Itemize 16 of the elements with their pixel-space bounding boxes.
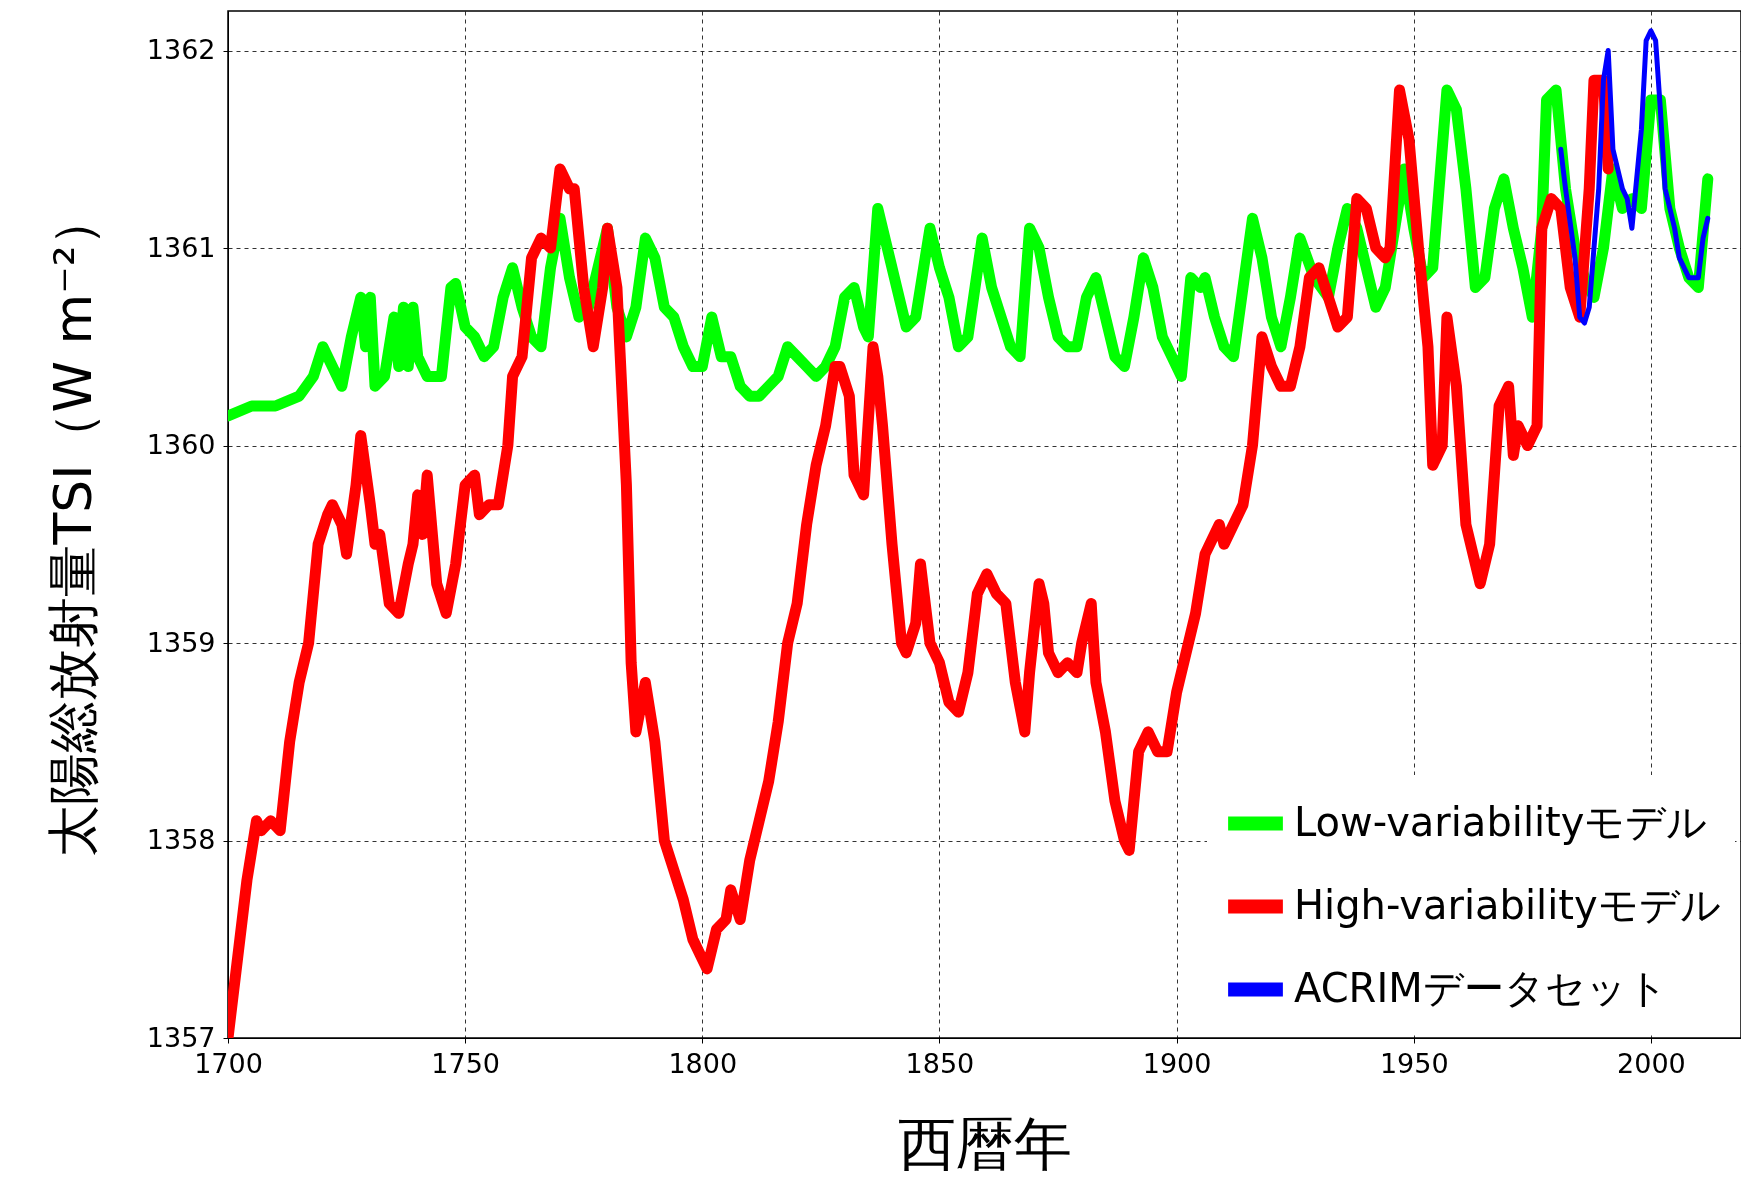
x-tick-label: 1750	[431, 1047, 501, 1079]
legend-label: Low-variabilityモデル	[1294, 798, 1708, 845]
y-tick-label: 1358	[146, 824, 216, 855]
y-tick-label: 1362	[146, 34, 216, 65]
x-axis-title: 西暦年	[898, 1109, 1072, 1178]
x-tick-label: 1950	[1379, 1047, 1449, 1079]
y-axis-title: 太陽総放射量TSI（W m⁻²）	[42, 193, 103, 857]
legend-label: High-variabilityモデル	[1294, 881, 1721, 928]
x-tick-label: 2000	[1617, 1047, 1686, 1079]
y-tick-label: 1361	[146, 231, 216, 263]
legend-label: ACRIMデータセット	[1294, 964, 1668, 1011]
y-tick-label: 1360	[146, 429, 216, 460]
y-tick-label: 1359	[146, 626, 216, 658]
x-tick-label: 1850	[905, 1047, 975, 1079]
x-tick-label: 1800	[668, 1047, 738, 1079]
x-tick-label: 1900	[1142, 1047, 1212, 1079]
